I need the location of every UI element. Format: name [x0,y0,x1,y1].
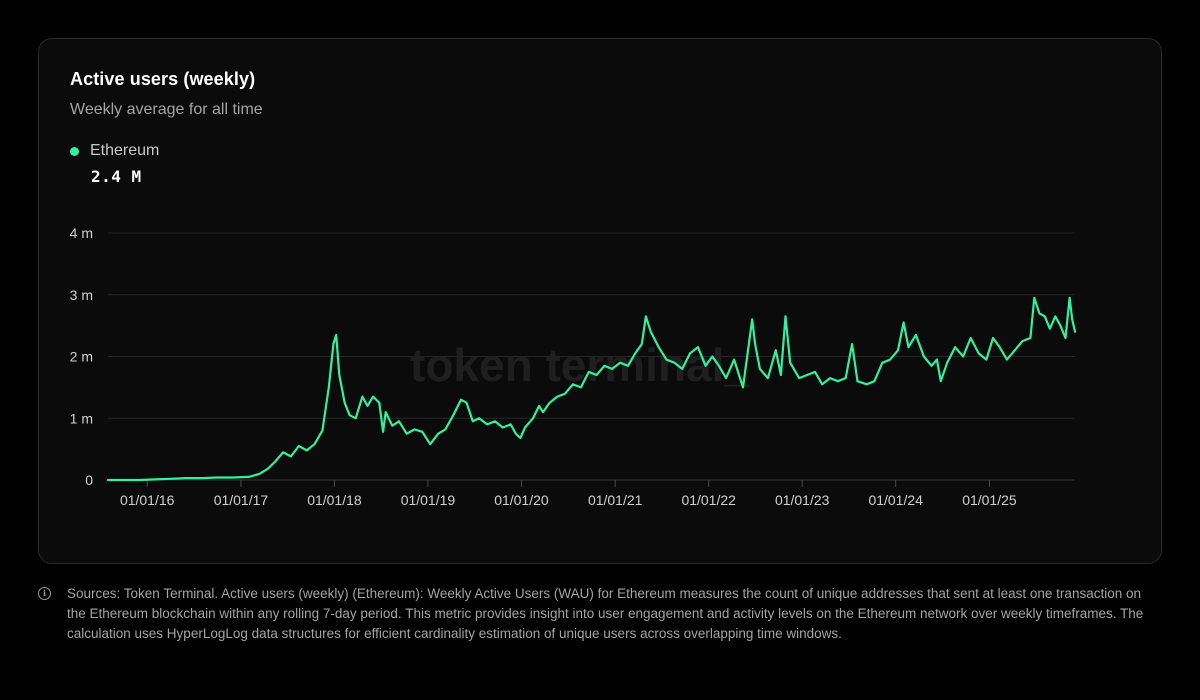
info-icon: i [38,587,51,600]
legend-current-value: 2.4 M [91,167,142,186]
chart-title: Active users (weekly) [70,69,256,89]
legend-dot-icon [70,146,79,156]
y-tick-label: 0 [85,472,93,488]
x-tick-label: 01/01/25 [962,492,1017,508]
y-tick-label: 1 m [70,410,93,426]
legend-label: Ethereum [90,142,160,159]
y-tick-label: 2 m [70,349,93,365]
x-tick-label: 01/01/17 [214,492,269,508]
x-tick-label: 01/01/21 [588,492,643,508]
x-tick-label: 01/01/18 [307,492,362,508]
x-tick-label: 01/01/20 [494,492,549,508]
legend-item-ethereum[interactable]: Ethereum [70,142,159,160]
chart-subtitle: Weekly average for all time [70,101,263,118]
footnote-text: Sources: Token Terminal. Active users (w… [67,586,1144,641]
y-tick-label: 4 m [70,225,93,241]
footnote: i Sources: Token Terminal. Active users … [38,584,1162,644]
x-tick-label: 01/01/19 [401,492,456,508]
x-tick-label: 01/01/23 [775,492,830,508]
x-tick-label: 01/01/24 [868,492,923,508]
watermark-logo: token terminal_ [410,339,750,391]
x-tick-label: 01/01/22 [681,492,736,508]
x-tick-label: 01/01/16 [120,492,175,508]
y-tick-label: 3 m [70,287,93,303]
chart-card: Active users (weekly) Weekly average for… [38,38,1162,564]
series-line-ethereum [106,296,1077,482]
